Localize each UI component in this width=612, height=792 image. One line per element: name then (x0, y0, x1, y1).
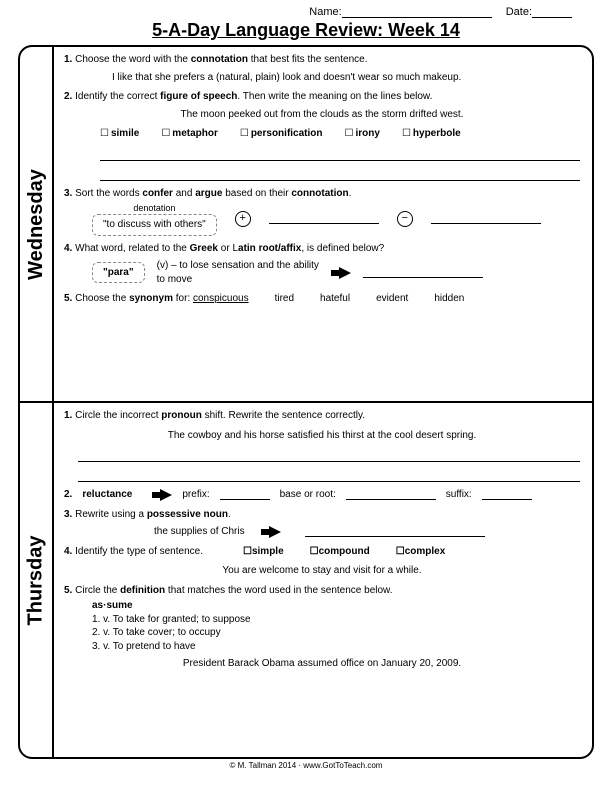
blank-line[interactable] (269, 213, 379, 224)
wed-q2-sentence: The moon peeked out from the clouds as t… (64, 108, 580, 122)
wed-q1-sentence: I like that she prefers a (natural, plai… (112, 71, 580, 85)
thu-q5-sentence: President Barack Obama assumed office on… (64, 657, 580, 671)
arrow-icon (160, 489, 172, 501)
blank-line[interactable] (220, 489, 270, 500)
arrow-icon (339, 267, 351, 279)
thursday-label: Thursday (20, 403, 54, 757)
wed-q2-options[interactable]: similemetaphorpersonificationironyhyperb… (100, 127, 580, 141)
thursday-row: Thursday 1. Circle the incorrect pronoun… (20, 401, 592, 757)
header: Name: Date: (0, 0, 612, 18)
write-line[interactable] (100, 167, 580, 181)
wed-q4-def: (v) – to lose sensation and the ability … (157, 259, 327, 286)
wed-q3: 3. Sort the words confer and argue based… (64, 187, 580, 236)
footer: © M. Tallman 2014 · www.GotToTeach.com (0, 761, 612, 770)
date-blank[interactable] (532, 6, 572, 18)
thu-q5: 5. Circle the definition that matches th… (64, 584, 580, 671)
wed-q5: 5. Choose the synonym for: conspicuous t… (64, 292, 580, 306)
thu-q1: 1. Circle the incorrect pronoun shift. R… (64, 409, 580, 482)
write-line[interactable] (100, 147, 580, 161)
definition-option[interactable]: 1. v. To take for granted; to suppose (92, 613, 580, 627)
blank-line[interactable] (431, 213, 541, 224)
arrow-icon (269, 526, 281, 538)
wednesday-content: 1. Choose the word with the connotation … (54, 47, 592, 401)
plus-icon: + (235, 211, 251, 227)
thu-q3-phrase: the supplies of Chris (154, 525, 245, 539)
definition-option[interactable]: 2. v. To take cover; to occupy (92, 626, 580, 640)
wednesday-label: Wednesday (20, 47, 54, 401)
blank-line[interactable] (482, 489, 532, 500)
blank-line[interactable] (363, 267, 483, 278)
thu-q4: 4. Identify the type of sentence. ☐simpl… (64, 545, 580, 578)
thu-q3: 3. Rewrite using a possessive noun. the … (64, 508, 580, 539)
blank-line[interactable] (346, 489, 436, 500)
name-blank[interactable] (342, 6, 492, 18)
thu-q5-word: as·sume (92, 600, 133, 611)
blank-line[interactable] (305, 526, 485, 537)
wed-q4: 4. What word, related to the Greek or La… (64, 242, 580, 287)
thu-q2: 2. reluctance prefix: base or root: suff… (64, 488, 580, 502)
definition-option[interactable]: 3. v. To pretend to have (92, 640, 580, 654)
minus-icon: − (397, 211, 413, 227)
thu-q4-sentence: You are welcome to stay and visit for a … (64, 564, 580, 578)
page-title: 5-A-Day Language Review: Week 14 (0, 20, 612, 41)
name-label: Name: (309, 6, 341, 18)
worksheet-frame: Wednesday 1. Choose the word with the co… (18, 45, 594, 759)
root-box: "para" (92, 262, 145, 284)
wed-q1: 1. Choose the word with the connotation … (64, 53, 580, 84)
thu-q4-options[interactable]: ☐simple ☐compound ☐complex (243, 545, 445, 559)
date-label: Date: (506, 6, 532, 18)
thu-q1-sentence: The cowboy and his horse satisfied his t… (64, 429, 580, 443)
thursday-content: 1. Circle the incorrect pronoun shift. R… (54, 403, 592, 757)
wednesday-row: Wednesday 1. Choose the word with the co… (20, 47, 592, 401)
write-line[interactable] (78, 448, 580, 462)
wed-q2: 2. Identify the correct figure of speech… (64, 90, 580, 181)
denotation-label: denotation (92, 202, 217, 214)
write-line[interactable] (78, 468, 580, 482)
denotation-box: "to discuss with others" (92, 214, 217, 236)
